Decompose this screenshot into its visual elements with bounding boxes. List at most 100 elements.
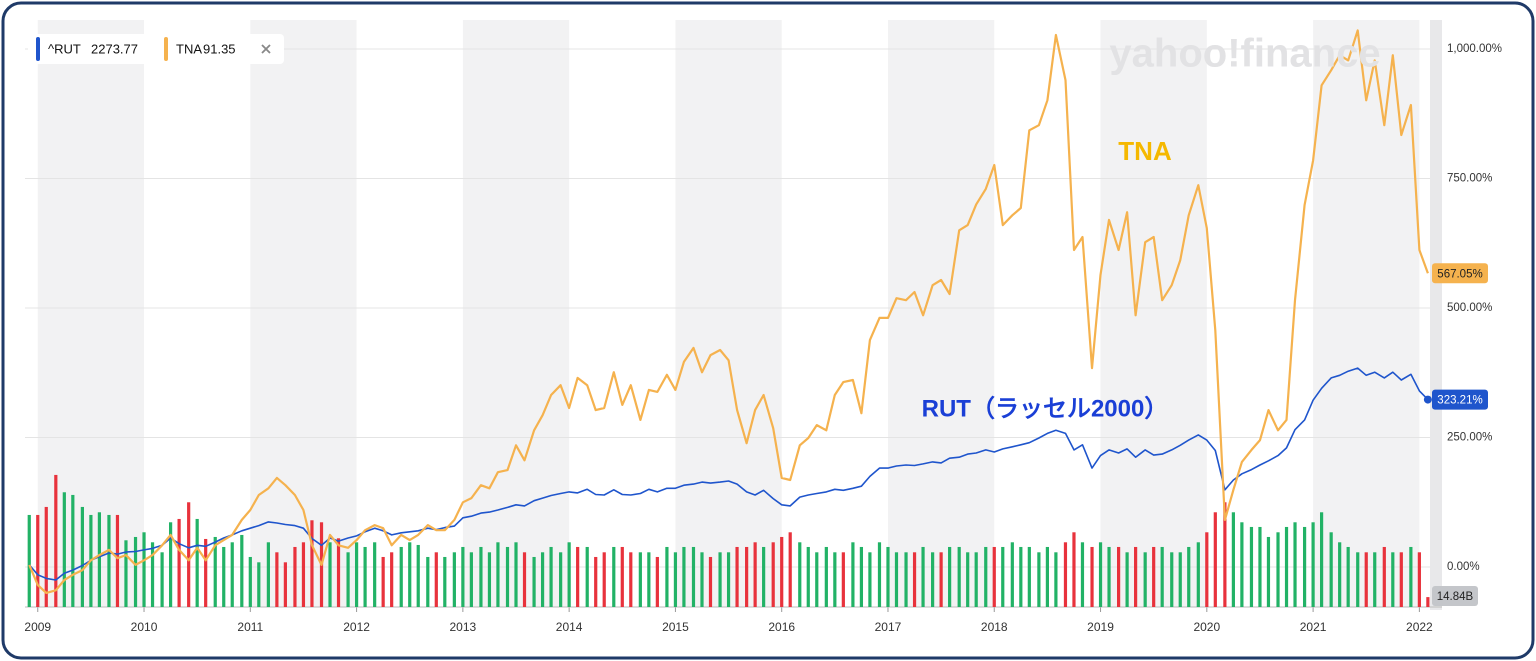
volume-bar bbox=[1001, 546, 1005, 607]
legend-swatch bbox=[164, 37, 168, 61]
volume-bar bbox=[948, 546, 952, 607]
volume-bar bbox=[1213, 512, 1217, 607]
volume-bar bbox=[248, 556, 252, 607]
volume-bar bbox=[1160, 546, 1164, 607]
volume-bar bbox=[1134, 546, 1138, 607]
x-tick-label: 2013 bbox=[450, 620, 477, 634]
volume-bar bbox=[957, 546, 961, 607]
volume-bar bbox=[1178, 552, 1182, 607]
year-band bbox=[462, 20, 570, 607]
volume-bar bbox=[894, 552, 899, 607]
volume-bar bbox=[549, 546, 553, 607]
volume-bar bbox=[1037, 552, 1041, 607]
y-tick-label: 500.00% bbox=[1447, 302, 1492, 314]
volume-bar bbox=[71, 494, 75, 607]
volume-bar bbox=[346, 552, 350, 607]
volume-bar bbox=[762, 546, 766, 607]
volume-bar bbox=[1152, 546, 1156, 607]
volume-bar bbox=[80, 506, 84, 607]
volume-bar bbox=[1302, 526, 1307, 607]
volume-bar bbox=[735, 546, 739, 607]
volume-bar bbox=[1346, 546, 1350, 607]
x-tick-label: 2019 bbox=[1087, 620, 1114, 634]
volume-bar bbox=[745, 546, 749, 607]
volume-bar bbox=[293, 546, 297, 607]
volume-bar bbox=[868, 552, 872, 607]
volume-bar bbox=[522, 552, 527, 607]
end-label: 323.21% bbox=[1437, 395, 1482, 407]
volume-bar bbox=[780, 536, 784, 607]
legend-quote: 2273.77 bbox=[91, 41, 138, 56]
volume-bar bbox=[540, 552, 545, 607]
volume-bar bbox=[1266, 536, 1271, 607]
y-tick-label: 250.00% bbox=[1447, 432, 1492, 444]
volume-bar bbox=[107, 514, 111, 607]
x-tick-label: 2018 bbox=[981, 620, 1008, 634]
x-tick-label: 2009 bbox=[24, 620, 51, 634]
volume-bar bbox=[585, 546, 589, 607]
volume-bar bbox=[620, 546, 624, 607]
volume-bar bbox=[700, 552, 704, 607]
volume-bar bbox=[426, 556, 430, 607]
volume-bar bbox=[187, 502, 191, 607]
volume-bar bbox=[1098, 542, 1103, 607]
volume-bar bbox=[841, 552, 845, 607]
volume-bar bbox=[222, 546, 226, 607]
volume-bar bbox=[815, 552, 819, 607]
x-tick-label: 2017 bbox=[875, 620, 902, 634]
legend-swatch bbox=[36, 37, 40, 61]
volume-bar bbox=[230, 542, 234, 607]
volume-bar bbox=[1143, 552, 1147, 607]
volume-bar bbox=[859, 546, 864, 607]
volume-bar bbox=[54, 474, 58, 607]
legend-close[interactable] bbox=[261, 44, 271, 54]
volume-bar bbox=[1231, 512, 1235, 607]
volume-bar bbox=[1080, 542, 1085, 607]
volume-bar bbox=[532, 556, 536, 607]
legend-name: TNA bbox=[176, 41, 202, 56]
end-label-box bbox=[1432, 389, 1488, 410]
volume-bar bbox=[1107, 546, 1111, 607]
volume-bar bbox=[559, 552, 563, 607]
volume-bar bbox=[1196, 542, 1200, 607]
x-tick-label: 2016 bbox=[768, 620, 795, 634]
series-line bbox=[28, 29, 1429, 594]
year-band bbox=[250, 20, 357, 607]
volume-bar bbox=[567, 542, 571, 607]
volume-bar bbox=[390, 552, 394, 607]
volume-bar bbox=[833, 552, 837, 607]
volume-bar bbox=[443, 556, 447, 607]
volume-bar bbox=[150, 542, 155, 607]
x-tick-label: 2012 bbox=[343, 620, 370, 634]
volume-bar bbox=[408, 542, 412, 607]
volume-bar bbox=[629, 552, 633, 607]
volume-bar bbox=[62, 492, 66, 607]
volume-bar bbox=[1027, 546, 1031, 607]
volume-bar bbox=[824, 546, 828, 607]
volume-bar bbox=[177, 518, 181, 607]
volume-bar bbox=[877, 542, 882, 607]
volume-bar bbox=[1276, 532, 1280, 607]
volume-bar bbox=[266, 542, 270, 607]
year-band bbox=[1100, 20, 1207, 607]
volume-bar bbox=[1426, 597, 1430, 607]
volume-bar bbox=[1187, 546, 1191, 607]
volume-bar bbox=[336, 538, 341, 607]
volume-bar bbox=[1019, 546, 1023, 607]
y-tick-label: 0.00% bbox=[1447, 561, 1480, 573]
volume-bar bbox=[240, 534, 244, 607]
year-band bbox=[675, 20, 782, 607]
legend-quote: 91.35 bbox=[203, 41, 236, 56]
volume-bar bbox=[726, 552, 731, 607]
volume-bar bbox=[753, 542, 757, 607]
volume-bar bbox=[939, 552, 943, 607]
volume-bar bbox=[912, 552, 917, 607]
volume-bar bbox=[1125, 552, 1129, 607]
end-label-box bbox=[1432, 263, 1488, 284]
volume-bar bbox=[638, 552, 642, 607]
volume-bar bbox=[310, 520, 314, 607]
volume-bar bbox=[788, 532, 792, 607]
volume-bar bbox=[1399, 552, 1403, 607]
volume-bar bbox=[1258, 526, 1262, 607]
